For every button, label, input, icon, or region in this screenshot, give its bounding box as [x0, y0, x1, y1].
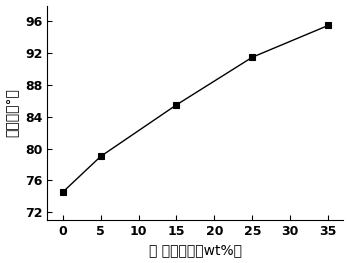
Y-axis label: 接触角（°）: 接触角（°） [6, 88, 20, 137]
X-axis label: 蘎 麥油含量（wt%）: 蘎 麥油含量（wt%） [149, 244, 242, 257]
